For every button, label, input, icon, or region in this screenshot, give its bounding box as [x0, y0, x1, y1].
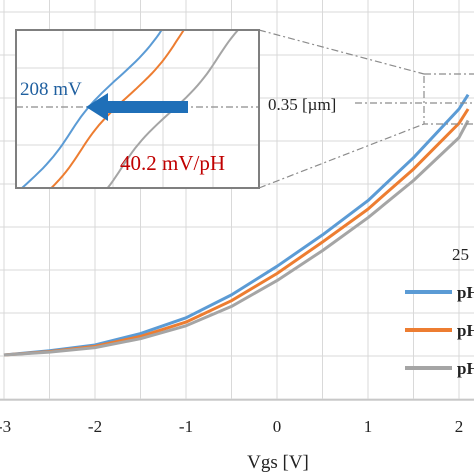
- inset-series-line-1: [21, 30, 163, 188]
- inset-border: [15, 29, 260, 189]
- x-tick-label: -2: [88, 417, 102, 436]
- x-axis-title: Vgs [V]: [247, 452, 309, 473]
- x-tick-label: 1: [364, 417, 373, 436]
- x-tick-labels: -3 -2 -1 0 1 2: [0, 417, 463, 436]
- legend-label-1: pH: [457, 283, 474, 302]
- shift-arrow: [86, 93, 188, 121]
- legend-label-2: pH: [457, 321, 474, 340]
- sensitivity-label: 40.2 mV/pH: [120, 151, 225, 175]
- legend: 25 pH pH pH: [405, 245, 474, 378]
- zoom-region: [423, 73, 474, 125]
- threshold-label: 0.35 [µm]: [268, 95, 336, 114]
- x-tick-label: -3: [0, 417, 11, 436]
- series-line-3: [3, 119, 470, 357]
- zoom-connectors: [258, 29, 474, 189]
- series-lines: [3, 93, 470, 357]
- inset-panel: 208 mV 40.2 mV/pH: [15, 29, 260, 189]
- zoom-connector-top: [258, 29, 425, 75]
- shift-label: 208 mV: [20, 79, 82, 100]
- legend-title: 25: [452, 245, 469, 264]
- zoom-connector-bottom: [258, 123, 425, 189]
- x-tick-label: 2: [455, 417, 464, 436]
- x-tick-label: 0: [273, 417, 282, 436]
- legend-label-3: pH: [457, 359, 474, 378]
- x-tick-label: -1: [179, 417, 193, 436]
